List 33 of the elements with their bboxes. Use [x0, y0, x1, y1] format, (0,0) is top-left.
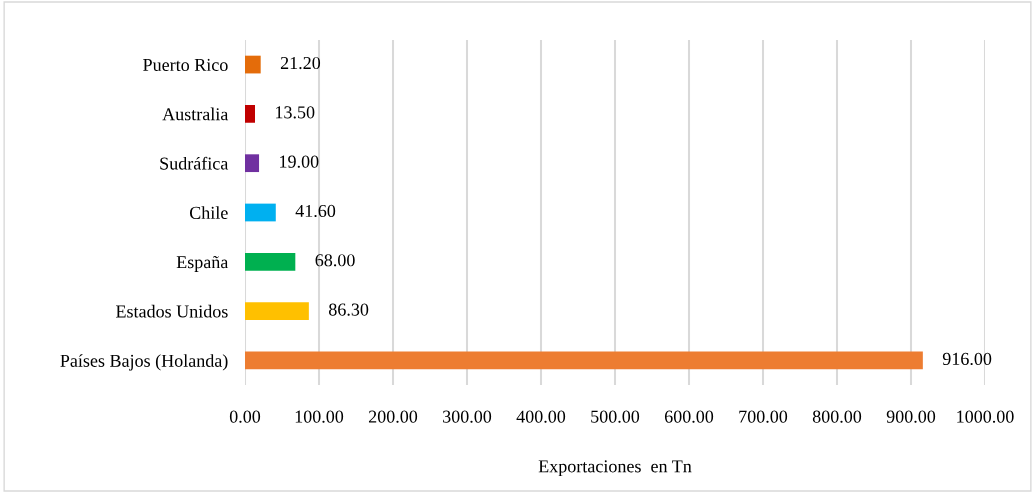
y-tick-label: Australia [162, 107, 229, 121]
y-tick-label: Sudráfica [160, 156, 229, 170]
x-tick-label: 700.00 [739, 410, 788, 423]
x-tick-label: 800.00 [812, 410, 862, 423]
x-tick-label: 200.00 [368, 410, 418, 423]
y-tick-label: Países Bajos (Holanda) [60, 354, 228, 371]
x-tick-label: 600.00 [664, 410, 714, 423]
data-label: 916.00 [942, 352, 992, 366]
bar [245, 55, 261, 74]
x-tick-label: 300.00 [443, 410, 492, 423]
bar [245, 203, 276, 222]
x-axis-title: Exportaciones en Tn [538, 460, 692, 477]
data-label: 86.30 [328, 303, 369, 316]
x-tick-label: 400.00 [516, 410, 566, 423]
x-tick-label: 0.00 [229, 410, 261, 423]
x-tick-label: 1000.00 [957, 410, 1014, 423]
bar [245, 252, 296, 271]
data-label: 13.50 [276, 106, 315, 119]
y-tick-label: Puerto Rico [143, 58, 228, 71]
data-label: 19.00 [280, 155, 319, 168]
bar [245, 105, 255, 123]
y-tick-label: Estados Unidos [116, 304, 228, 318]
x-tick-label: 500.00 [591, 410, 640, 423]
data-label: 21.20 [280, 56, 321, 70]
bar [245, 302, 309, 320]
data-label: 41.60 [295, 204, 336, 218]
y-tick-label: España [176, 255, 229, 272]
bar [245, 154, 260, 173]
x-tick-label: 100.00 [295, 410, 344, 423]
y-tick-label: Chile [189, 206, 228, 219]
x-tick-label: 900.00 [886, 410, 936, 423]
bar [245, 351, 923, 370]
data-label: 68.00 [315, 254, 355, 267]
